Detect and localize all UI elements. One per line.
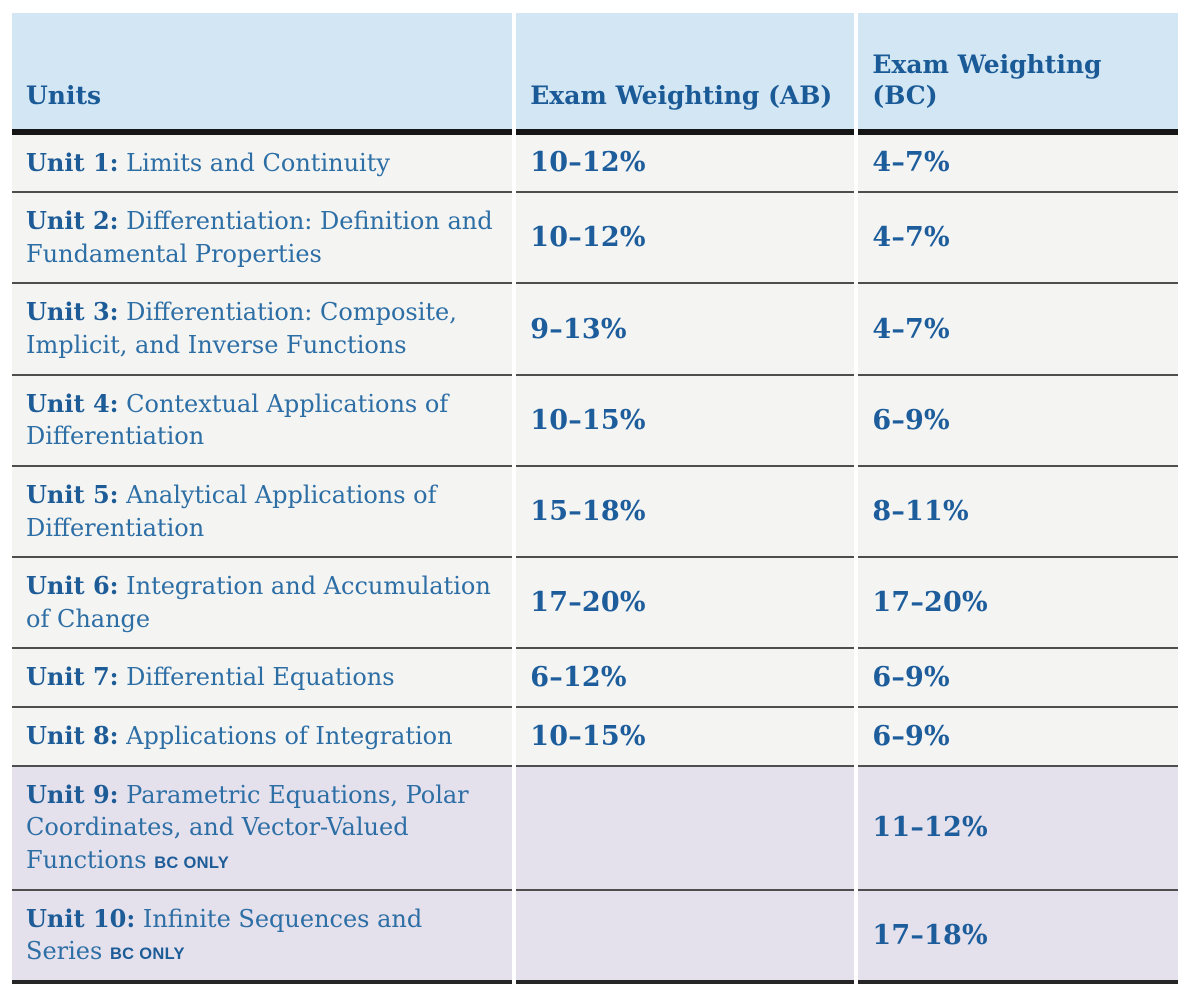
table-row-unit-9: Unit 9: Parametric Equations, Polar Coor… (12, 766, 1178, 891)
bc-only-badge: BC ONLY (154, 853, 230, 872)
ab-weighting-cell: 10–15% (516, 708, 855, 767)
bc-weighting-cell: 17–20% (858, 558, 1178, 650)
unit-cell: Unit 2: Differentiation: Definition and … (12, 193, 513, 285)
bc-weighting-cell: 4–7% (858, 193, 1178, 285)
bc-weighting-cell: 6–9% (858, 708, 1178, 767)
unit-number-label: Unit 7: (26, 662, 119, 692)
unit-number-label: Unit 6: (26, 571, 119, 601)
unit-title: Differentiation: Composite, Implicit, an… (26, 298, 457, 359)
header-row: Units Exam Weighting (AB) Exam Weighting… (12, 13, 1178, 135)
bc-weighting-cell: 6–9% (858, 649, 1178, 708)
bc-weighting-cell: 17–18% (858, 890, 1178, 984)
ab-weighting-cell: 10–12% (516, 134, 855, 194)
unit-cell: Unit 5: Analytical Applications of Diffe… (12, 466, 513, 559)
unit-number-label: Unit 5: (26, 479, 119, 509)
table-row-unit-1: Unit 1: Limits and Continuity 10–12% 4–7… (12, 134, 1178, 194)
unit-cell: Unit 10: Infinite Sequences and Series B… (12, 890, 513, 984)
bc-weighting-cell: 11–12% (858, 766, 1178, 891)
column-header-exam-weighting-bc: Exam Weighting (BC) (858, 13, 1178, 135)
table-row-unit-7: Unit 7: Differential Equations 6–12% 6–9… (12, 649, 1178, 708)
unit-title: Limits and Continuity (126, 148, 390, 177)
ab-weighting-cell: 10–12% (516, 193, 855, 285)
unit-number-label: Unit 8: (26, 721, 119, 750)
unit-number-label: Unit 10: (26, 903, 136, 933)
unit-cell: Unit 1: Limits and Continuity (12, 134, 513, 194)
unit-title: Differentiation: Definition and Fundamen… (26, 207, 493, 268)
unit-cell: Unit 4: Contextual Applications of Diffe… (12, 375, 513, 467)
unit-number-label: Unit 3: (26, 297, 119, 327)
unit-cell: Unit 6: Integration and Accumulation of … (12, 558, 513, 650)
unit-cell: Unit 7: Differential Equations (12, 649, 513, 708)
exam-weighting-table: Units Exam Weighting (AB) Exam Weighting… (8, 13, 1182, 984)
bc-weighting-cell: 4–7% (858, 134, 1178, 194)
column-header-exam-weighting-ab: Exam Weighting (AB) (516, 13, 855, 135)
unit-number-label: Unit 2: (26, 206, 119, 236)
table-row-unit-5: Unit 5: Analytical Applications of Diffe… (12, 466, 1178, 559)
ab-weighting-cell (516, 890, 855, 984)
unit-title: Contextual Applications of Differentiati… (26, 389, 449, 451)
unit-number-label: Unit 4: (26, 388, 119, 418)
bc-weighting-cell: 4–7% (858, 284, 1178, 376)
unit-cell: Unit 9: Parametric Equations, Polar Coor… (12, 766, 513, 891)
column-header-units: Units (12, 13, 513, 135)
unit-title: Analytical Applications of Differentiati… (26, 480, 437, 542)
unit-cell: Unit 3: Differentiation: Composite, Impl… (12, 284, 513, 376)
bc-weighting-cell: 6–9% (858, 375, 1178, 467)
document-page: Units Exam Weighting (AB) Exam Weighting… (12, 13, 1178, 984)
table-row-unit-3: Unit 3: Differentiation: Composite, Impl… (12, 284, 1178, 376)
unit-cell: Unit 8: Applications of Integration (12, 708, 513, 767)
table-row-unit-4: Unit 4: Contextual Applications of Diffe… (12, 375, 1178, 467)
unit-title: Differential Equations (126, 663, 395, 692)
unit-title: Integration and Accumulation of Change (26, 572, 491, 633)
unit-title: Parametric Equations, Polar Coordinates,… (26, 780, 469, 874)
unit-number-label: Unit 1: (26, 147, 119, 177)
ab-weighting-cell (516, 766, 855, 891)
bc-weighting-cell: 8–11% (858, 466, 1178, 559)
ab-weighting-cell: 15–18% (516, 466, 855, 559)
unit-number-label: Unit 9: (26, 779, 119, 809)
bc-only-badge: BC ONLY (109, 945, 185, 964)
ab-weighting-cell: 17–20% (516, 558, 855, 650)
table-row-unit-6: Unit 6: Integration and Accumulation of … (12, 558, 1178, 650)
unit-title: Applications of Integration (126, 722, 453, 750)
ab-weighting-cell: 10–15% (516, 375, 855, 467)
table-row-unit-2: Unit 2: Differentiation: Definition and … (12, 193, 1178, 285)
table-row-unit-10: Unit 10: Infinite Sequences and Series B… (12, 890, 1178, 984)
ab-weighting-cell: 6–12% (516, 649, 855, 708)
table-row-unit-8: Unit 8: Applications of Integration 10–1… (12, 708, 1178, 767)
ab-weighting-cell: 9–13% (516, 284, 855, 376)
